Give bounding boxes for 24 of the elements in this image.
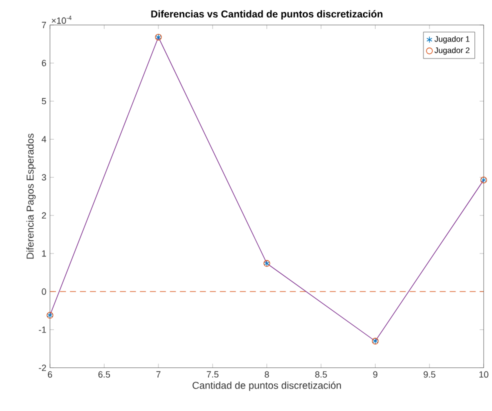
y-tick-label: 1 [42, 250, 46, 257]
y-tick-label: 7 [42, 22, 46, 28]
x-tick-label: 9.5 [424, 371, 436, 378]
chart-title: Diferencias vs Cantidad de puntos discretización [151, 10, 382, 20]
x-tick-label: 9 [373, 371, 378, 378]
y-axis-title: Diferencia Pagos Esperados [26, 134, 36, 259]
y-tick-label: 6 [42, 60, 46, 66]
x-tick-label: 6 [48, 371, 52, 378]
x-tick-label: 10 [479, 371, 488, 378]
y-tick-label: 0 [42, 288, 46, 295]
x-axis-title: Cantidad de puntos discretización [192, 382, 341, 391]
y-tick-label: 3 [42, 174, 46, 181]
text: ×10$^{-4}$ [52, 16, 72, 24]
y-tick-label: -1 [38, 326, 46, 333]
y-tick-label: -2 [38, 364, 46, 372]
x-tick-label: 7 [156, 371, 160, 378]
x-tick-label: 8.5 [315, 371, 327, 378]
x-tick-label: 8 [264, 371, 269, 378]
x-tick-label: 7.5 [206, 371, 218, 378]
x-tick-label: 6.5 [98, 371, 110, 378]
y-tick-label: 5 [42, 98, 46, 104]
line-series [50, 36, 484, 342]
y-tick-label: 4 [42, 136, 46, 142]
y-tick-label: 2 [42, 212, 46, 219]
